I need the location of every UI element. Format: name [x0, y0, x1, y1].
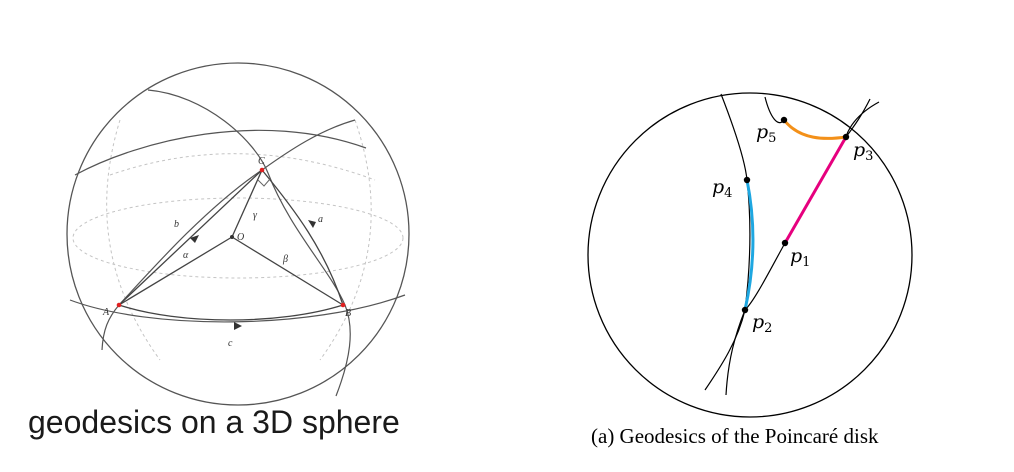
label-p1: p1	[790, 245, 810, 270]
point-p5	[780, 116, 788, 124]
vertex-label-c: C	[258, 156, 265, 167]
disk-points	[741, 116, 850, 314]
angle-label-beta: β	[282, 254, 288, 265]
sphere-dashed-meridian-1	[106, 119, 161, 361]
sphere-arrows	[190, 220, 316, 330]
disk-boundary	[587, 92, 913, 418]
angle-label-alpha: α	[183, 250, 189, 261]
vertex-c-dot	[259, 167, 265, 173]
point-p1	[781, 239, 789, 247]
label-p3: p3	[853, 139, 873, 164]
point-p3	[842, 133, 850, 141]
geodesic-p2-p4-extended	[704, 93, 751, 391]
sphere-vertices	[116, 167, 346, 308]
center-o-dot	[230, 235, 234, 239]
sphere-great-circles	[69, 89, 406, 397]
poincare-figure: p1 p2 p3 p4 p5	[587, 92, 913, 418]
sphere-dashed-arc-3	[109, 153, 376, 181]
center-label-o: O	[237, 232, 244, 243]
label-p2: p2	[752, 311, 772, 336]
arrow-a	[308, 220, 316, 228]
sphere-dashed-meridian-2	[319, 119, 372, 361]
vertex-label-b: B	[345, 308, 351, 319]
arc-label-b: b	[174, 219, 179, 230]
arrow-b	[190, 235, 199, 243]
center-to-a	[118, 236, 233, 306]
vertex-label-a: A	[102, 307, 110, 318]
arc-a-line	[261, 169, 344, 306]
arc-b-line	[118, 169, 263, 306]
arc-label-a: a	[318, 214, 323, 225]
sphere-great-circle-1	[147, 89, 351, 397]
sphere-great-circle-3	[74, 129, 367, 176]
sphere-caption: geodesics on a 3D sphere	[28, 404, 400, 440]
point-p4	[743, 176, 751, 184]
right-angle-mark	[257, 178, 271, 187]
label-p5: p5	[756, 121, 776, 146]
sphere-outline	[66, 62, 410, 406]
sphere-dashed-circles	[72, 119, 404, 361]
disk-caption: (a) Geodesics of the Poincaré disk	[591, 424, 879, 448]
geodesic-p1-p3	[783, 136, 848, 244]
arrow-c	[234, 322, 242, 330]
arc-label-c: c	[228, 338, 233, 349]
geodesic-p1-p3-extended	[725, 101, 880, 396]
sphere-triangle	[118, 169, 344, 321]
geodesic-p2-p4	[743, 179, 755, 311]
sphere-great-circle-4	[69, 294, 406, 323]
geodesic-p3-p5-extended	[764, 96, 871, 139]
vertex-b-dot	[340, 302, 346, 308]
sphere-dashed-equator	[72, 197, 404, 279]
center-to-c	[231, 169, 263, 238]
geodesic-p3-p5	[782, 119, 847, 140]
angle-label-gamma: γ	[253, 210, 258, 221]
vertex-a-dot	[116, 302, 122, 308]
center-to-b	[231, 236, 344, 306]
sphere-great-circle-2	[101, 119, 356, 351]
label-p4: p4	[712, 176, 732, 201]
arc-c-line	[118, 304, 344, 321]
sphere-figure: A B C O a b c α β γ	[66, 62, 410, 406]
point-p2	[741, 306, 749, 314]
